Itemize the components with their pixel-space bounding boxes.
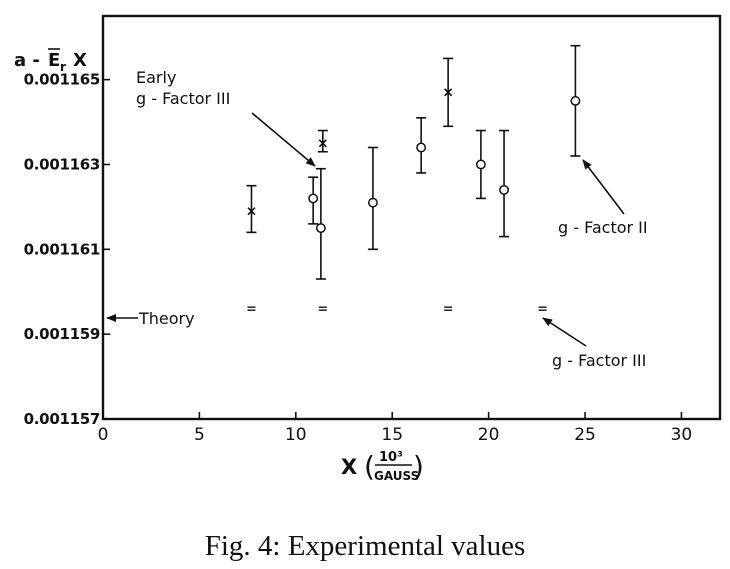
- annotation-early-g-factor-iii: Early g - Factor III: [136, 68, 316, 167]
- data-point-circle: [367, 146, 378, 251]
- svg-text:GAUSS: GAUSS: [374, 469, 419, 483]
- y-axis: 0.001157 0.001159 0.001161 0.001163 0.001165: [24, 71, 110, 428]
- data-point-circle: [499, 129, 510, 238]
- theory-marker: [538, 306, 547, 311]
- data-point-x: [443, 57, 454, 128]
- x-axis: 0 5 10 15 20 25 30: [98, 412, 693, 445]
- svg-text:a -: a -: [14, 50, 40, 71]
- circle-marker: [367, 197, 378, 208]
- circle-marker: [315, 223, 326, 234]
- svg-text:E: E: [48, 50, 60, 71]
- data-point-dash: [318, 306, 327, 311]
- x-tick-label: 20: [478, 425, 500, 445]
- x-axis-label: X ( 10³ GAUSS ): [341, 450, 424, 483]
- chart: a - E r X 0.0011570.0011590.0011610.0011…: [14, 14, 722, 483]
- y-axis-label: a - E r X: [14, 48, 87, 74]
- circle-marker: [499, 184, 509, 195]
- theory-marker: [444, 306, 453, 311]
- svg-text:X: X: [341, 455, 357, 479]
- annotation-g-factor-ii-label: g - Factor II: [558, 218, 648, 237]
- x-tick-label: 15: [381, 425, 403, 445]
- x-tick-label: 0: [98, 425, 109, 445]
- annotation-g-factor-ii: g - Factor II: [558, 159, 648, 237]
- theory-marker: [247, 306, 256, 311]
- y-tick-label: 0.001163: [24, 155, 100, 173]
- data-point-circle: [475, 129, 486, 200]
- data-point-dash: [247, 306, 256, 311]
- x-marker: [247, 207, 256, 216]
- data-point-x: [246, 184, 257, 234]
- annotation-g-factor-iii-label: g - Factor III: [552, 351, 646, 370]
- annotation-early-line1: Early: [136, 68, 176, 87]
- svg-text:r: r: [60, 60, 66, 74]
- annotation-theory-label: Theory: [138, 309, 195, 328]
- y-tick-label: 0.001159: [24, 325, 100, 343]
- figure-caption: Fig. 4: Experimental values: [204, 530, 526, 562]
- x-tick-label: 5: [194, 425, 205, 445]
- y-tick-label: 0.001157: [24, 410, 100, 428]
- plot-frame: [101, 14, 722, 421]
- data-point-circle: [416, 117, 427, 174]
- x-tick-label: 10: [285, 425, 307, 445]
- annotation-theory: Theory: [106, 309, 195, 328]
- data-point-circle: [308, 176, 319, 225]
- arrow-g-factor-iii: [542, 317, 587, 347]
- y-tick-label: 0.001165: [24, 71, 100, 89]
- annotation-early-line2: g - Factor III: [136, 89, 230, 108]
- x-tick-label: 25: [574, 425, 596, 445]
- data-point-dash: [538, 306, 547, 311]
- data-point-circle: [315, 167, 326, 280]
- circle-marker: [308, 193, 319, 204]
- data-point-dash: [444, 306, 453, 311]
- circle-marker: [416, 142, 427, 153]
- circle-marker: [570, 95, 581, 106]
- svg-text:X: X: [73, 50, 87, 71]
- data-point-x: [317, 129, 328, 153]
- x-marker: [318, 139, 327, 148]
- svg-text:): ): [413, 450, 424, 483]
- x-marker: [444, 88, 453, 97]
- svg-text:(: (: [364, 450, 375, 483]
- arrow-g-factor-ii: [582, 159, 625, 215]
- data-points: [246, 44, 581, 311]
- data-point-circle: [570, 44, 581, 157]
- theory-marker: [318, 306, 327, 311]
- circle-marker: [475, 159, 486, 170]
- svg-text:10³: 10³: [379, 450, 403, 465]
- x-tick-label: 30: [671, 425, 693, 445]
- y-tick-label: 0.001161: [24, 240, 100, 258]
- annotation-g-factor-iii: g - Factor III: [542, 317, 646, 370]
- arrow-early-g-factor: [251, 112, 316, 167]
